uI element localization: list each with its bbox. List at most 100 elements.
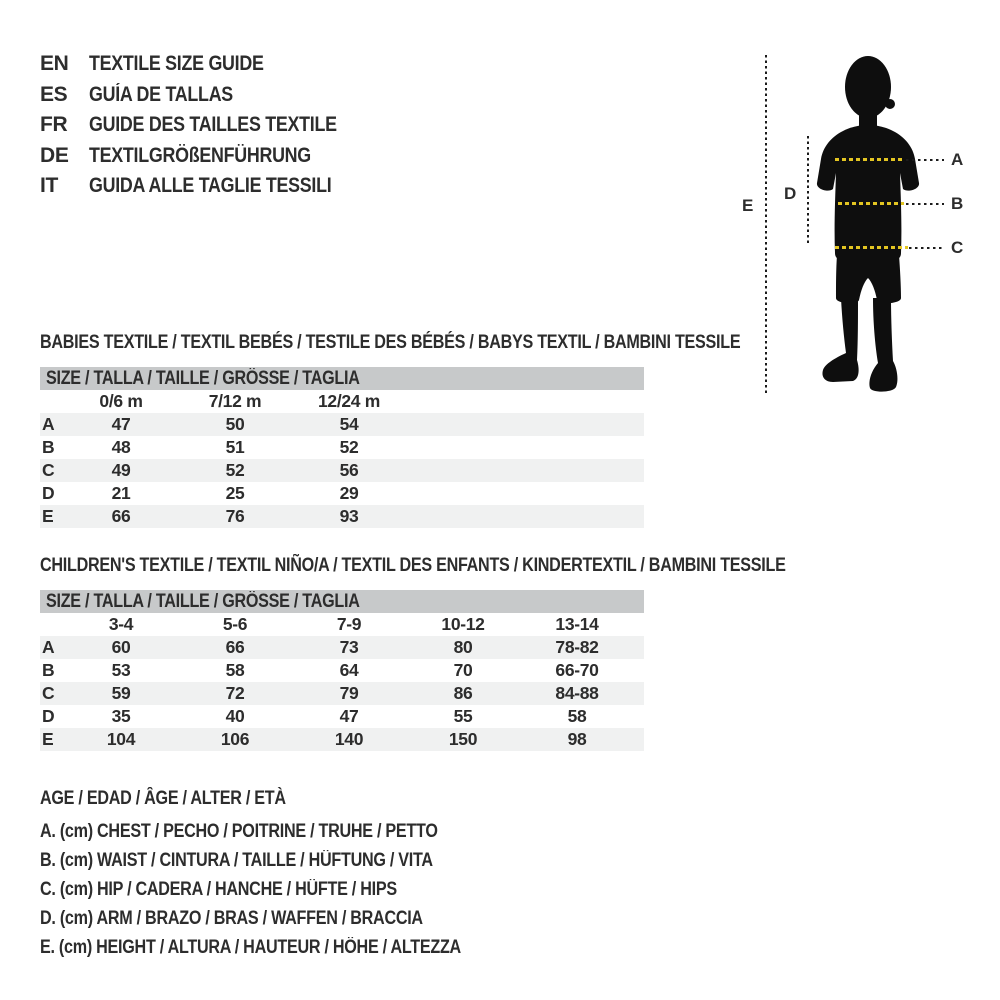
column-header: 12/24 m [318,391,380,411]
table-row: B 53 58 64 70 66-70 [40,659,644,682]
table-row: E 66 76 93 [40,505,644,528]
table-cell: 106 [220,729,250,749]
table-cell: 84-88 [555,683,599,703]
column-header-row: 3-4 5-6 7-9 10-12 13-14 [40,613,644,636]
chest-dash-line [835,158,905,161]
table-body: A 47 50 54 B 48 51 52 C 49 52 56 D 21 25 29 E 66 76 93 [40,413,644,528]
table-title: BABIES TEXTILE / TEXTIL BEBÉS / TESTILE … [40,332,741,354]
column-header: 3-4 [108,614,134,634]
measure-label-c: C [951,238,963,257]
table-cell: 78-82 [555,637,599,657]
table-cell: 29 [339,483,359,503]
language-row: IT GUIDA ALLE TAGLIE TESSILI [40,171,380,202]
table-cell: 56 [339,460,359,480]
language-title: TEXTILGRÖßENFÜHRUNG [89,143,311,167]
table-cell: 40 [225,706,245,726]
table-cell: 25 [225,483,245,503]
age-legend-text: AGE / EDAD / ÂGE / ALTER / ETÀ [40,788,286,809]
table-cell: 53 [111,660,131,680]
row-label: A [42,414,55,434]
table-cell: 50 [225,414,245,434]
table-cell: 76 [225,506,245,526]
size-header-bar: SIZE / TALLA / TAILLE / GRÖSSE / TAGLIA [40,367,644,390]
table-cell: 98 [567,729,587,749]
arm-measure-line [807,136,809,243]
column-header: 10-12 [441,614,485,634]
table-row: A 60 66 73 80 78-82 [40,636,644,659]
measure-label-b: B [951,194,963,213]
table-cell: 70 [453,660,473,680]
table-cell: 35 [111,706,131,726]
table-cell: 47 [339,706,359,726]
table-title-text: BABIES TEXTILE / TEXTIL BEBÉS / TESTILE … [40,332,741,353]
size-header-text: SIZE / TALLA / TAILLE / GRÖSSE / TAGLIA [46,367,360,389]
table-cell: 64 [339,660,359,680]
table-cell: 86 [453,683,473,703]
column-header: 13-14 [555,614,599,634]
legend-item: D. (cm) ARM / BRAZO / BRAS / WAFFEN / BR… [40,904,535,933]
measure-label-d: D [784,184,796,203]
table-row: A 47 50 54 [40,413,644,436]
chest-pointer-line [906,159,944,161]
table-cell: 140 [334,729,364,749]
table-cell: 21 [111,483,131,503]
row-label: B [42,437,55,457]
language-title: GUÍA DE TALLAS [89,82,233,106]
language-row: DE TEXTILGRÖßENFÜHRUNG [40,141,380,172]
table-cell: 72 [225,683,245,703]
table-cell: 93 [339,506,359,526]
table-cell: 52 [225,460,245,480]
table-cell: 79 [339,683,359,703]
legend-list: A. (cm) CHEST / PECHO / POITRINE / TRUHE… [40,817,535,962]
row-label: D [42,706,55,726]
table-cell: 150 [448,729,478,749]
language-code: FR [40,113,68,137]
row-label: E [42,506,54,526]
language-row: ES GUÍA DE TALLAS [40,80,380,111]
table-cell: 66 [111,506,131,526]
table-cell: 58 [225,660,245,680]
table-row: D 21 25 29 [40,482,644,505]
table-row: E 104 106 140 150 98 [40,728,644,751]
legend-item: C. (cm) HIP / CADERA / HANCHE / HÜFTE / … [40,875,535,904]
table-cell: 73 [339,637,359,657]
table-cell: 66 [225,637,245,657]
table-cell: 51 [225,437,245,457]
legend-item-text: E. (cm) HEIGHT / ALTURA / HAUTEUR / HÖHE… [40,936,461,958]
hip-pointer-line [909,247,944,249]
hip-dash-line [835,246,908,249]
table-cell: 59 [111,683,131,703]
table-cell: 52 [339,437,359,457]
table-row: B 48 51 52 [40,436,644,459]
table-cell: 80 [453,637,473,657]
table-title: CHILDREN'S TEXTILE / TEXTIL NIÑO/A / TEX… [40,555,786,577]
age-legend-line: AGE / EDAD / ÂGE / ALTER / ETÀ [40,788,329,810]
table-cell: 58 [567,706,587,726]
language-title: TEXTILE SIZE GUIDE [89,52,264,76]
table-row: D 35 40 47 55 58 [40,705,644,728]
language-code: EN [40,52,69,76]
row-label: B [42,660,55,680]
language-code: ES [40,82,68,106]
language-title: GUIDA ALLE TAGLIE TESSILI [89,174,332,198]
column-header: 7/12 m [208,391,262,411]
legend-item-text: D. (cm) ARM / BRAZO / BRAS / WAFFEN / BR… [40,907,423,929]
table-cell: 60 [111,637,131,657]
column-header: 7-9 [336,614,362,634]
measure-label-a: A [951,150,963,169]
table-cell: 54 [339,414,359,434]
row-label: E [42,729,54,749]
row-label: C [42,460,55,480]
row-label: C [42,683,55,703]
legend-item: A. (cm) CHEST / PECHO / POITRINE / TRUHE… [40,817,535,846]
table-title-text: CHILDREN'S TEXTILE / TEXTIL NIÑO/A / TEX… [40,555,786,576]
row-label: A [42,637,55,657]
measure-label-e: E [742,196,754,215]
table-cell: 49 [111,460,131,480]
language-code: IT [40,174,59,198]
waist-pointer-line [906,203,944,205]
table-body: A 60 66 73 80 78-82 B 53 58 64 70 66-70 C 59 72 79 86 84-… [40,636,644,751]
height-measure-line [765,55,767,393]
table-row: C 49 52 56 [40,459,644,482]
legend-item: E. (cm) HEIGHT / ALTURA / HAUTEUR / HÖHE… [40,933,535,962]
